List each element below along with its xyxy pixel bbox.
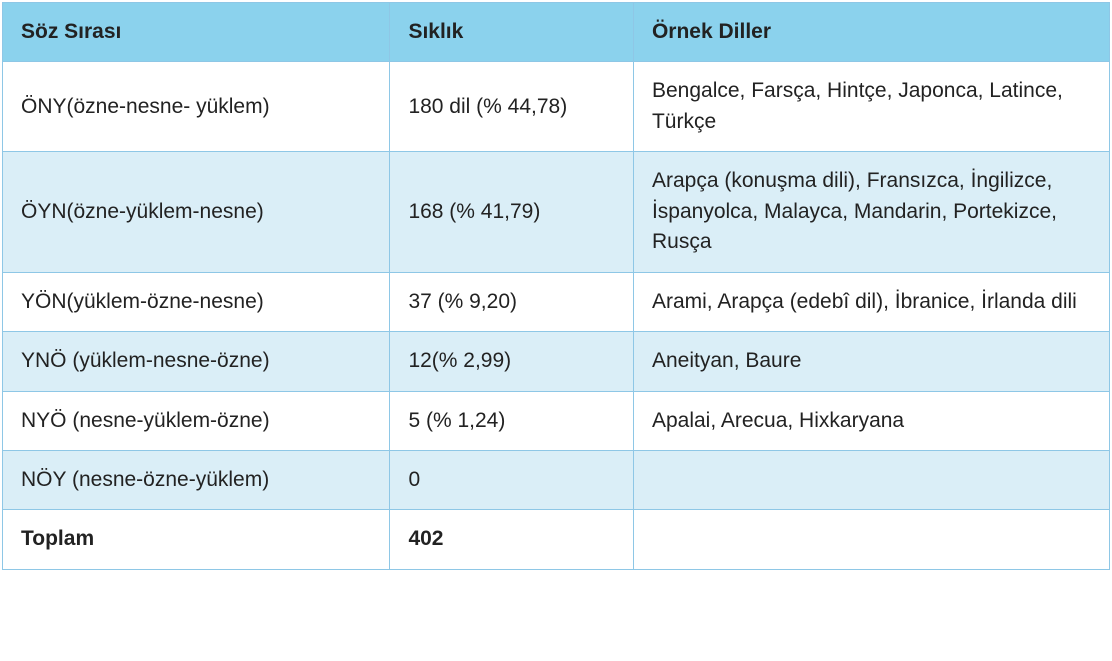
table-cell: 0 (390, 450, 634, 509)
table-cell (633, 450, 1109, 509)
table-cell: Toplam (3, 510, 390, 569)
table-cell: YNÖ (yüklem-nesne-özne) (3, 332, 390, 391)
table-cell: Bengalce, Farsça, Hintçe, Japonca, Latin… (633, 62, 1109, 152)
table-cell: 37 (% 9,20) (390, 272, 634, 331)
table-row: NYÖ (nesne-yüklem-özne)5 (% 1,24)Apalai,… (3, 391, 1110, 450)
table-cell: NYÖ (nesne-yüklem-özne) (3, 391, 390, 450)
table-cell: NÖY (nesne-özne-yüklem) (3, 450, 390, 509)
table-body: ÖNY(özne-nesne- yüklem)180 dil (% 44,78)… (3, 62, 1110, 569)
table-cell: 168 (% 41,79) (390, 152, 634, 272)
header-ornek-diller: Örnek Diller (633, 3, 1109, 62)
table-cell: Apalai, Arecua, Hixkaryana (633, 391, 1109, 450)
table-row: NÖY (nesne-özne-yüklem)0 (3, 450, 1110, 509)
table-row: ÖYN(özne-yüklem-nesne)168 (% 41,79)Arapç… (3, 152, 1110, 272)
table-cell: 5 (% 1,24) (390, 391, 634, 450)
table-cell: Arami, Arapça (edebî dil), İbranice, İrl… (633, 272, 1109, 331)
word-order-table: Söz Sırası Sıklık Örnek Diller ÖNY(özne-… (2, 2, 1110, 570)
table-cell: ÖNY(özne-nesne- yüklem) (3, 62, 390, 152)
table-cell: 180 dil (% 44,78) (390, 62, 634, 152)
table-cell: 12(% 2,99) (390, 332, 634, 391)
page-root: Söz Sırası Sıklık Örnek Diller ÖNY(özne-… (0, 0, 1112, 572)
table-header-row: Söz Sırası Sıklık Örnek Diller (3, 3, 1110, 62)
table-cell: Arapça (konuşma dili), Fransızca, İngili… (633, 152, 1109, 272)
table-row: Toplam402 (3, 510, 1110, 569)
table-row: ÖNY(özne-nesne- yüklem)180 dil (% 44,78)… (3, 62, 1110, 152)
table-cell: ÖYN(özne-yüklem-nesne) (3, 152, 390, 272)
table-row: YÖN(yüklem-özne-nesne)37 (% 9,20)Arami, … (3, 272, 1110, 331)
header-siklik: Sıklık (390, 3, 634, 62)
table-cell: 402 (390, 510, 634, 569)
table-cell: YÖN(yüklem-özne-nesne) (3, 272, 390, 331)
table-row: YNÖ (yüklem-nesne-özne)12(% 2,99)Aneitya… (3, 332, 1110, 391)
header-soz-sirasi: Söz Sırası (3, 3, 390, 62)
table-cell: Aneityan, Baure (633, 332, 1109, 391)
table-cell (633, 510, 1109, 569)
